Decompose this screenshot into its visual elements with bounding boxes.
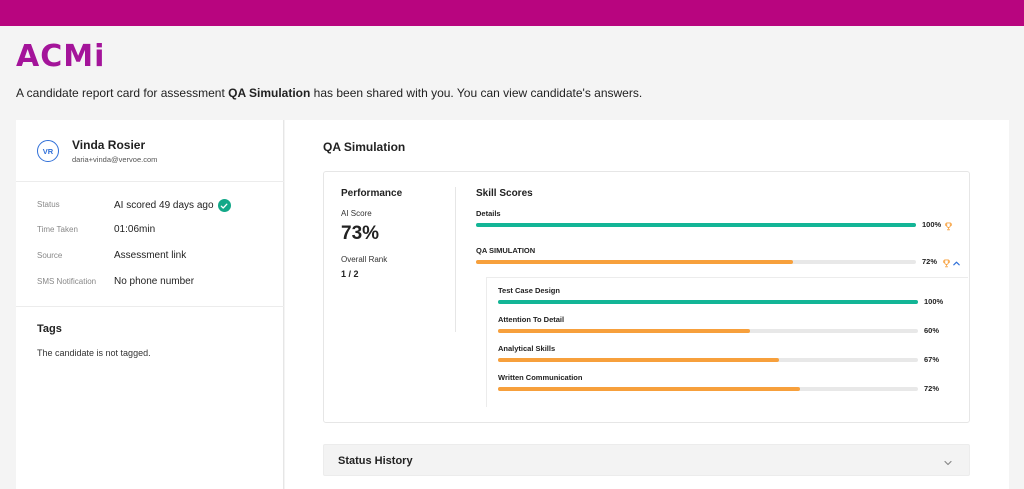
status-history-accordion[interactable]: Status History: [323, 444, 970, 476]
meta-row-status: Status AI scored 49 days ago: [37, 199, 277, 213]
skill-fill: [498, 387, 801, 391]
skill-track: [476, 223, 916, 227]
tags-title: Tags: [37, 323, 62, 335]
candidate-name: Vinda Rosier: [72, 138, 146, 152]
meta-value: Assessment link: [114, 250, 187, 261]
divider: [16, 181, 284, 182]
meta-row-sms-notification: SMS Notification No phone number: [37, 276, 277, 290]
chevron-up-icon[interactable]: [952, 255, 961, 273]
skill-track: [498, 300, 918, 304]
skill-icons: [942, 255, 961, 273]
tags-empty-text: The candidate is not tagged.: [37, 348, 151, 358]
overall-rank-label: Overall Rank: [341, 255, 388, 264]
skill-scores-title: Skill Scores: [476, 188, 533, 199]
skill-percent: 72%: [924, 384, 940, 393]
candidate-card: VR Vinda Rosier daria+vinda@vervoe.com S…: [16, 120, 284, 489]
meta-row-source: Source Assessment link: [37, 250, 277, 264]
skill-fill: [498, 329, 750, 333]
skill-label: QA SIMULATION: [476, 246, 536, 255]
skill-label: Test Case Design: [498, 286, 560, 295]
sub-skill-row-analytical-skills: Analytical Skills 67%: [498, 344, 958, 370]
skill-percent: 72%: [922, 257, 938, 266]
sub-skill-row-written-communication: Written Communication 72%: [498, 373, 958, 399]
skill-row-qa-simulation[interactable]: QA SIMULATION 72%: [476, 246, 966, 272]
meta-label: Time Taken: [37, 225, 78, 234]
top-bar: [0, 0, 1024, 26]
meta-row-time-taken: Time Taken 01:06min: [37, 224, 277, 238]
ai-score-label: AI Score: [341, 209, 372, 218]
check-circle-icon: [217, 199, 231, 212]
ai-score-value: 73%: [341, 223, 380, 244]
divider: [455, 187, 456, 332]
intro-text: A candidate report card for assessment Q…: [16, 86, 642, 100]
sub-skill-row-attention-to-detail: Attention To Detail 60%: [498, 315, 958, 341]
intro-assessment-name: QA Simulation: [228, 86, 311, 100]
status-value: AI scored 49 days ago: [114, 200, 214, 211]
skill-percent: 67%: [924, 355, 940, 364]
performance-title: Performance: [341, 188, 403, 199]
skill-row-details: Details 100%: [476, 209, 966, 235]
skill-percent: 100%: [924, 297, 944, 306]
skill-label: Analytical Skills: [498, 344, 556, 353]
meta-value: 01:06min: [114, 224, 156, 235]
skill-label: Written Communication: [498, 373, 583, 382]
intro-suffix: has been shared with you. You can view c…: [310, 86, 643, 100]
acmi-logo: ACMi: [16, 39, 106, 74]
sub-skill-row-test-case-design: Test Case Design 100%: [498, 286, 958, 312]
trophy-icon: [942, 255, 951, 273]
divider: [486, 277, 487, 407]
skill-fill: [476, 260, 793, 264]
avatar: VR: [37, 140, 59, 162]
skill-track: [476, 260, 916, 264]
divider: [486, 277, 968, 278]
assessment-title: QA Simulation: [323, 140, 406, 154]
skill-percent: 60%: [924, 326, 940, 335]
meta-value: AI scored 49 days ago: [114, 199, 231, 212]
intro-prefix: A candidate report card for assessment: [16, 86, 229, 100]
skill-track: [498, 329, 918, 333]
skill-fill: [476, 223, 916, 227]
report-card: QA Simulation Performance AI Score 73% O…: [285, 120, 1009, 489]
overall-rank-value: 1 / 2: [341, 269, 359, 279]
skill-label: Details: [476, 209, 501, 218]
divider: [16, 306, 284, 307]
skill-icons: [944, 218, 953, 236]
meta-label: SMS Notification: [37, 277, 97, 286]
skill-track: [498, 358, 918, 362]
meta-label: Status: [37, 200, 60, 209]
meta-value: No phone number: [114, 276, 195, 287]
skill-label: Attention To Detail: [498, 315, 565, 324]
trophy-icon: [944, 218, 953, 236]
skill-fill: [498, 358, 780, 362]
status-history-title: Status History: [338, 455, 413, 467]
chevron-down-icon[interactable]: [943, 455, 953, 473]
skill-percent: 100%: [922, 220, 942, 229]
candidate-email: daria+vinda@vervoe.com: [72, 155, 158, 164]
performance-panel: Performance AI Score 73% Overall Rank 1 …: [323, 171, 970, 423]
skill-track: [498, 387, 918, 391]
meta-label: Source: [37, 251, 63, 260]
skill-fill: [498, 300, 918, 304]
